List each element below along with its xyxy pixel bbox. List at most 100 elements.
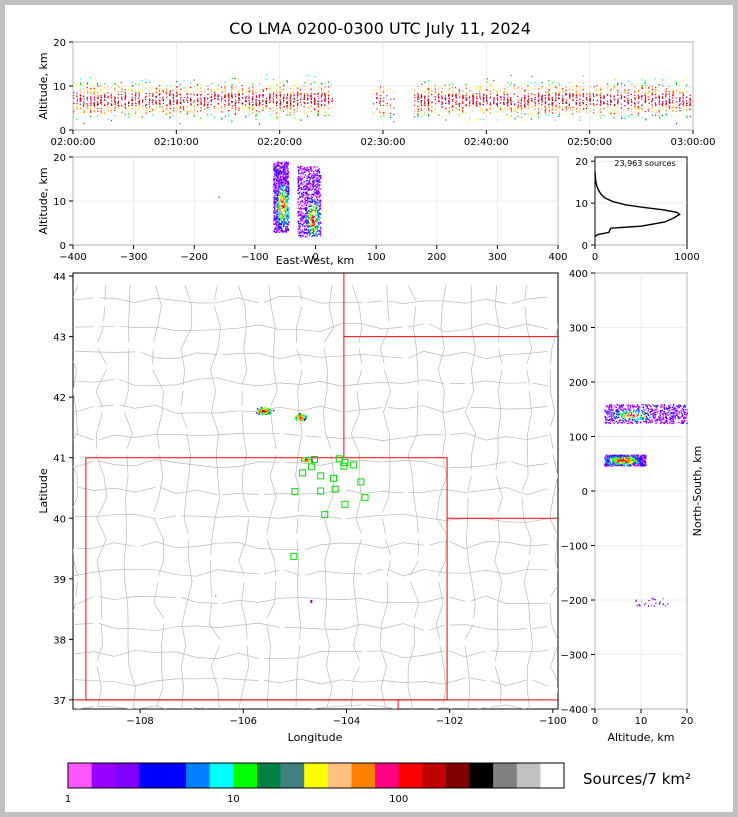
p2-source-point	[276, 194, 278, 196]
p2-source-point	[301, 214, 303, 216]
p2-source-point	[283, 203, 286, 206]
p2-source-point	[280, 207, 283, 210]
p2-source-point	[279, 179, 281, 181]
p1-source-point	[530, 82, 532, 84]
p1-source-point	[248, 97, 250, 99]
p1-source-point	[266, 89, 268, 91]
p1-source-point	[420, 104, 423, 106]
p1-source-point	[241, 88, 243, 90]
p2-source-point	[312, 228, 314, 230]
p1-source-point	[97, 85, 99, 87]
p1-source-point	[82, 105, 85, 107]
p2-source-point	[285, 170, 287, 172]
p2-source-point	[303, 186, 305, 189]
p1-source-point	[613, 87, 616, 89]
p2-source-point	[285, 221, 287, 223]
p1-source-point	[248, 102, 251, 104]
p2-source-point	[309, 220, 312, 222]
p1-source-point	[227, 94, 229, 96]
p1-source-point	[424, 113, 426, 115]
p2-source-point	[287, 216, 290, 218]
p1-source-point	[424, 81, 426, 84]
p1-source-point	[231, 86, 233, 88]
p1-source-point	[420, 101, 423, 103]
p1-source-point	[149, 99, 151, 102]
p2-source-point	[277, 181, 280, 183]
p2-source-point	[300, 190, 302, 192]
p2-source-point	[297, 212, 300, 215]
p1-source-point	[121, 97, 123, 99]
p1-source-point	[207, 93, 209, 96]
p3-xtick-label: 0	[592, 252, 598, 263]
p2-source-point	[285, 207, 288, 209]
p1-source-point	[289, 100, 291, 102]
p2-source-point	[273, 204, 275, 206]
p2-source-point	[319, 234, 321, 236]
p2-source-point	[310, 198, 313, 201]
p1-source-point	[637, 102, 639, 105]
p1-source-point	[520, 108, 522, 111]
p1-source-point	[193, 94, 195, 96]
p2-source-point	[274, 179, 276, 181]
p2-source-point	[282, 218, 284, 220]
p2-source-point	[287, 162, 290, 164]
p1-source-point	[682, 101, 684, 103]
p2-source-point	[276, 216, 278, 219]
p2-source-point	[299, 213, 302, 215]
p1-source-point	[427, 106, 429, 108]
p1-source-point	[79, 107, 82, 109]
p2-source-point	[282, 165, 284, 167]
p2-source-point	[279, 215, 282, 217]
p1-source-point	[241, 107, 243, 109]
p2-source-point	[313, 224, 315, 226]
p2-source-point	[280, 225, 282, 228]
p2-source-point	[318, 196, 321, 198]
p1-source-point	[441, 92, 443, 94]
p1-source-point	[321, 94, 323, 97]
p1-source-point	[606, 100, 609, 102]
p1-source-point	[324, 100, 326, 103]
p1-source-point	[258, 106, 261, 108]
p1-source-point	[517, 86, 519, 88]
p1-source-point	[293, 111, 295, 113]
p1-source-point	[213, 91, 216, 93]
p2-source-point	[316, 177, 318, 179]
p1-source-point	[682, 92, 684, 94]
p1-source-point	[479, 88, 481, 91]
p1-source-point	[200, 99, 202, 101]
p1-source-point	[579, 93, 581, 95]
p2-source-point	[279, 213, 281, 215]
p1-source-point	[269, 97, 271, 99]
p2-source-point	[312, 193, 314, 195]
p1-source-point	[131, 99, 133, 101]
p1-source-point	[472, 110, 474, 112]
p1-source-point	[547, 80, 550, 82]
p2-source-point	[278, 197, 281, 200]
p1-source-point	[520, 107, 523, 109]
p1-source-point	[159, 100, 161, 102]
p1-source-point	[118, 100, 120, 102]
p1-source-point	[555, 112, 557, 114]
p1-source-point	[476, 101, 478, 103]
p1-source-point	[379, 116, 381, 118]
p1-source-point	[100, 88, 102, 90]
county-boundary	[435, 285, 448, 703]
p2-source-point	[308, 231, 310, 233]
p1-source-point	[517, 104, 519, 106]
p1-source-point	[641, 92, 643, 94]
p1-source-point	[289, 103, 292, 105]
p1-source-point	[279, 104, 281, 106]
p1-source-point	[134, 99, 137, 101]
p1-source-point	[138, 116, 140, 118]
p1-source-point	[114, 97, 116, 99]
p1-source-point	[466, 98, 468, 100]
p2-source-point	[303, 224, 306, 227]
p1-source-point	[183, 101, 185, 103]
p1-source-point	[510, 100, 512, 102]
p2-source-point	[282, 187, 284, 189]
p2-source-point	[304, 185, 307, 187]
p2-source-point	[319, 206, 321, 208]
p2-source-point	[310, 231, 312, 233]
p1-source-point	[441, 84, 443, 86]
p1-source-point	[614, 111, 616, 113]
